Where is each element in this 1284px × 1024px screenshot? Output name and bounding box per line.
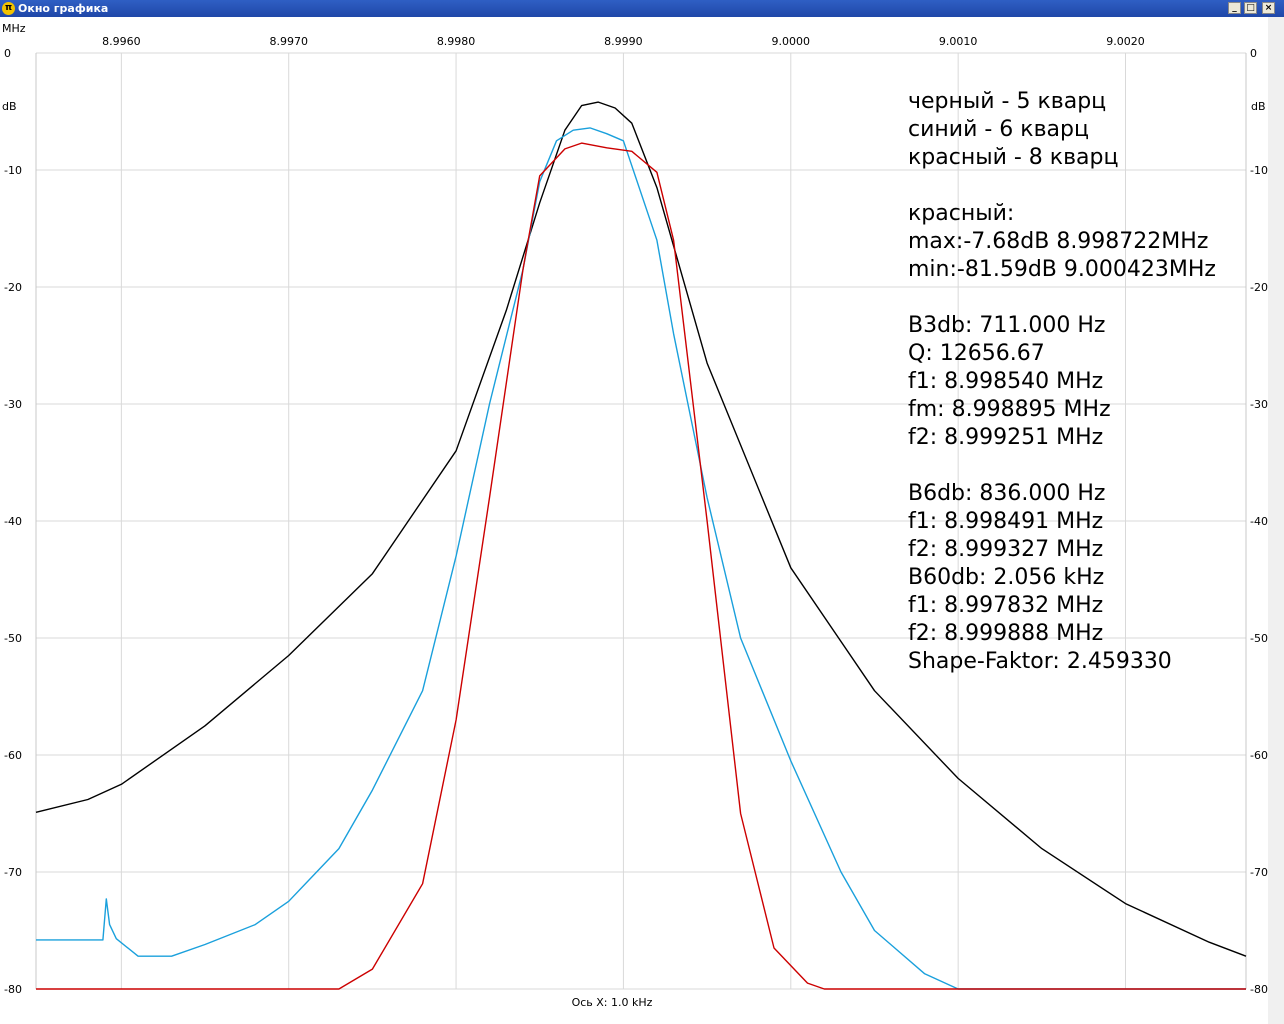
legend-line: красный: [908, 201, 1015, 226]
y-unit-label-right: dB [1251, 100, 1266, 113]
x-tick-labels: 8.9960 8.9970 8.9980 8.9990 9.0000 9.0010 9.00… [102, 35, 1145, 48]
legend-line: fm: 8.998895 MHz [908, 397, 1111, 422]
legend-line: Shape-Faktor: 2.459330 [908, 649, 1172, 674]
y-tick-label-right: -70 [1250, 866, 1268, 879]
y-tick-label-left: -30 [4, 398, 22, 411]
legend-line: Q: 12656.67 [908, 341, 1045, 366]
x-tick-label: 8.9980 [437, 35, 476, 48]
y-unit-label-left: dB [2, 100, 17, 113]
legend-line: min:-81.59dB 9.000423MHz [908, 257, 1216, 282]
maximize-button[interactable]: □ [1244, 2, 1257, 14]
x-tick-label: 8.9960 [102, 35, 141, 48]
y-tick-label-left: -20 [4, 281, 22, 294]
legend-line: f2: 8.999327 MHz [908, 537, 1104, 562]
x-tick-label: 9.0000 [772, 35, 811, 48]
y-tick-label-left: -50 [4, 632, 22, 645]
legend-line: f1: 8.998491 MHz [908, 509, 1104, 534]
x-tick-label: 9.0010 [939, 35, 978, 48]
y-tick-label-right: -50 [1250, 632, 1268, 645]
measurement-legend: черный - 5 кварц синий - 6 кварц красный -… [908, 88, 1216, 676]
y-tick-label-right: -80 [1250, 983, 1268, 996]
y-tick-label-left: -40 [4, 515, 22, 528]
x-axis-caption: Ось X: 1.0 kHz [571, 996, 653, 1009]
legend-line [908, 172, 1216, 200]
legend-line: f1: 8.998540 MHz [908, 369, 1104, 394]
y-tick-label-right: 0 [1250, 47, 1257, 60]
y-tick-label-right: -30 [1250, 398, 1268, 411]
series-lines [35, 101, 1247, 990]
window-title: Окно графика [18, 2, 109, 15]
legend-line: max:-7.68dB 8.998722MHz [908, 229, 1209, 254]
close-button[interactable]: × [1262, 2, 1275, 14]
series-line-3 [36, 142, 1246, 990]
legend-line: черный - 5 кварц [908, 89, 1107, 114]
series-line-1 [35, 101, 1247, 957]
legend-line [908, 452, 1216, 480]
legend-line: f1: 8.997832 MHz [908, 593, 1104, 618]
legend-line: B6db: 836.000 Hz [908, 481, 1106, 506]
legend-line: синий - 6 кварц [908, 117, 1089, 142]
vertical-scrollbar[interactable] [1268, 17, 1284, 1024]
y-tick-label-left: -60 [4, 749, 22, 762]
legend-line [908, 284, 1216, 312]
legend-line: B60db: 2.056 kHz [908, 565, 1105, 590]
y-tick-label-left: -80 [4, 983, 22, 996]
legend-line: B3db: 711.000 Hz [908, 313, 1106, 338]
y-tick-label-right: -20 [1250, 281, 1268, 294]
legend-line: f2: 8.999251 MHz [908, 425, 1104, 450]
legend-line: красный - 8 кварц [908, 145, 1119, 170]
x-tick-label: 9.0020 [1106, 35, 1145, 48]
legend-line: f2: 8.999888 MHz [908, 621, 1104, 646]
grid [35, 52, 1247, 990]
frequency-response-chart: MHz dB dB 8.9960 8.9970 8.9980 8.9990 9.0000… [0, 17, 1268, 1024]
x-unit-label: MHz [2, 22, 26, 35]
y-tick-label-left: -70 [4, 866, 22, 879]
x-tick-label: 8.9990 [604, 35, 643, 48]
y-tick-label-right: -10 [1250, 164, 1268, 177]
window-titlebar[interactable]: π Окно графика _ □ × [0, 0, 1284, 17]
x-tick-label: 8.9970 [269, 35, 308, 48]
y-tick-label-left: -10 [4, 164, 22, 177]
minimize-button[interactable]: _ [1228, 2, 1241, 14]
y-tick-label-left: 0 [4, 47, 11, 60]
y-tick-labels: 0 0 -10 -10 -20 -20 -30 -30 -40 -40 -50 -50 -60 -60 -7… [4, 47, 1268, 996]
app-icon: π [2, 2, 15, 15]
y-tick-label-right: -60 [1250, 749, 1268, 762]
y-tick-label-right: -40 [1250, 515, 1268, 528]
